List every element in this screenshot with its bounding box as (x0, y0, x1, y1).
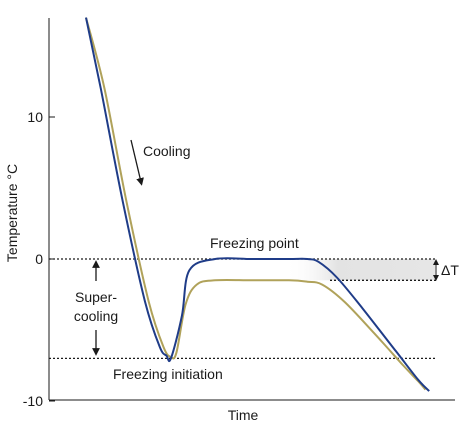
delta-t-label: ΔT (441, 262, 459, 278)
series-group (85, 17, 430, 392)
delta-t-band (285, 259, 435, 281)
freezing-initiation-label: Freezing initiation (113, 366, 223, 382)
supercooling-label-line1: Super- (75, 289, 117, 305)
y-tick-label: -10 (23, 393, 43, 409)
supercooling-label-line2: cooling (74, 308, 118, 324)
y-ticks: 10 0 -10 (23, 109, 55, 409)
cooling-label: Cooling (143, 143, 190, 159)
y-tick-label: 0 (35, 251, 43, 267)
cooling-arrow (130, 139, 144, 186)
y-axis-label: Temperature °C (4, 164, 20, 262)
freezing-point-label: Freezing point (210, 235, 299, 251)
reference-lines (49, 258, 437, 360)
series-line (85, 17, 430, 392)
series-line (85, 17, 427, 391)
x-axis-label: Time (228, 407, 259, 423)
y-tick-label: 10 (27, 109, 43, 125)
